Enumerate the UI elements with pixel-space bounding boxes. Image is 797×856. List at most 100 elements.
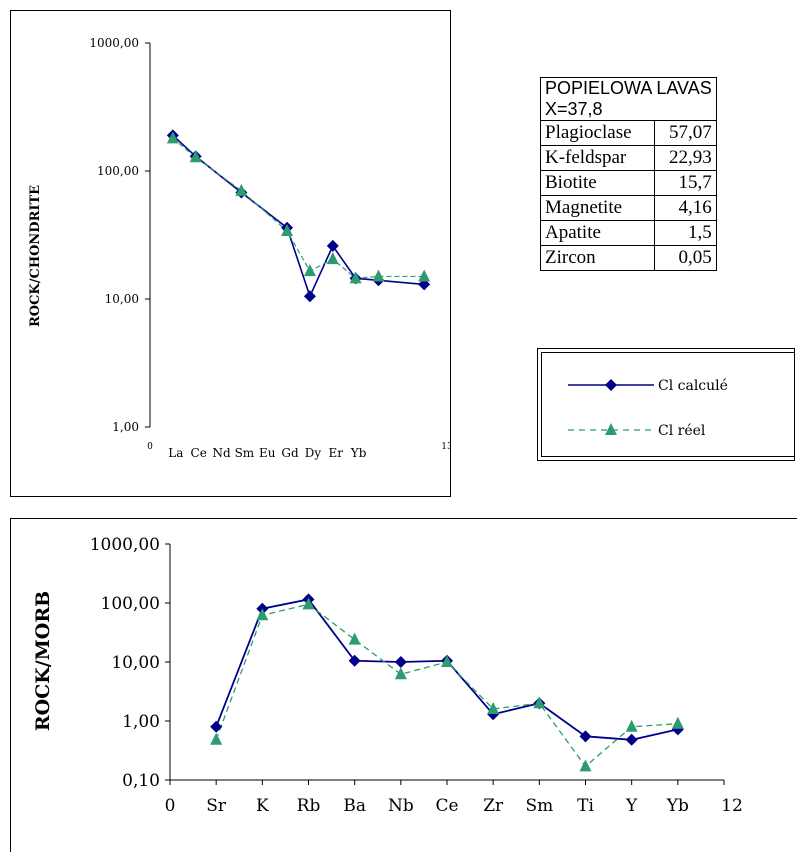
table-row: Zircon 0,05 [540,245,717,271]
series-line [215,603,678,768]
data-point [210,732,223,745]
x-category-label: Ba [343,796,366,816]
mineral-percent: 0,05 [653,245,717,271]
x-category-label: Y [625,796,638,816]
data-point [625,733,638,746]
mineral-percent: 15,7 [653,170,717,196]
data-point [372,269,385,282]
y-tick-label: 1,00 [112,420,139,434]
mineral-name: K-feldspar [540,145,655,171]
table-row: Apatite 1,5 [540,220,717,246]
data-point [671,723,684,736]
data-point [579,730,592,743]
x-category-label: K [256,796,269,816]
data-point [394,667,407,680]
data-point [281,223,294,236]
x-category-label: Eu [259,446,276,460]
y-axis-title: ROCK/MORB [32,591,54,731]
morb-chart-frame: 0,10 1,00 10,00 100,00 1000,00 0 12 Sr K Rb Ba Nb Ce… [10,518,797,852]
x-category-label: Yb [350,446,367,460]
x-category-label: Sm [235,446,255,460]
chondrite-chart-frame: 1,00 10,00 100,00 1000,00 ROCK/CHONDRITE 0 13 L… [10,10,453,497]
x-category-label: Ce [191,446,207,460]
y-tick-label: 10,00 [111,653,160,673]
data-point [256,608,269,621]
y-tick-label: 10,00 [105,292,139,306]
table-title: POPIELOWA LAVAS X=37,8 [540,77,717,121]
x-tick-label: 12 [721,796,743,816]
morb-chart: 0,10 1,00 10,00 100,00 1000,00 0 12 Sr K Rb Ba Nb Ce… [32,535,743,816]
mineral-percent: 4,16 [653,195,717,221]
data-point [166,131,179,144]
legend: Cl calculé Cl réel [537,348,795,461]
data-point [326,239,339,252]
mineral-name: Plagioclase [540,120,655,146]
data-point [533,696,546,709]
data-point [487,701,500,714]
data-point [349,271,362,284]
x-tick-label: 0 [165,796,176,816]
x-category-label: Nd [212,446,231,460]
data-point [579,759,592,772]
legend-marker [605,379,617,391]
y-tick-label: 0,10 [122,771,160,791]
data-point [441,655,453,667]
data-point [189,150,202,163]
data-point [326,252,339,265]
table-row: Magnetite 4,16 [540,195,717,221]
data-point [418,269,431,282]
data-point [303,264,316,277]
x-tick-label: 0 [147,442,153,452]
legend-marker [605,423,617,435]
data-point [671,716,684,729]
x-category-label: Nb [388,796,414,816]
mineral-percent: 57,07 [653,120,717,146]
series-line [172,134,425,299]
x-category-label: Er [329,446,344,460]
legend-label: Cl réel [658,423,706,439]
x-category-label: Dy [305,446,322,460]
mineral-percent: 22,93 [653,145,717,171]
x-category-label: Yb [666,796,689,816]
data-point [348,632,361,645]
mineral-name: Biotite [540,170,655,196]
y-tick-label: 100,00 [101,594,160,614]
data-point [394,656,407,668]
x-category-label: La [168,446,183,460]
table-title-line2: X=37,8 [545,99,603,119]
y-axis-title: ROCK/CHONDRITE [28,185,43,327]
series-line [172,137,425,279]
mineral-percent: 1,5 [653,220,717,246]
x-category-label: Sr [206,796,227,816]
table-title-line1: POPIELOWA LAVAS [545,78,712,98]
data-point [210,720,223,733]
chondrite-chart: 1,00 10,00 100,00 1000,00 ROCK/CHONDRITE 0 13 L… [28,36,453,460]
y-tick-label: 1,00 [122,712,160,732]
legend-graphic: Cl calculé Cl réel [568,378,728,439]
mineral-name: Apatite [540,220,655,246]
data-point [235,183,248,196]
data-point [625,719,638,732]
data-point [302,597,315,610]
y-tick-label: 1000,00 [89,36,139,50]
legend-label: Cl calculé [658,378,728,394]
data-point [348,654,361,667]
x-category-label: Zr [483,796,504,816]
table-row: Plagioclase 57,07 [540,120,717,146]
mineral-name: Zircon [540,245,655,271]
composition-table: POPIELOWA LAVAS X=37,8 Plagioclase 57,07 K… [540,77,717,271]
series-line [215,598,679,741]
x-tick-label: 13 [441,442,450,452]
x-category-label: Sm [525,796,553,816]
data-point [303,290,316,303]
table-row: Biotite 15,7 [540,170,717,196]
y-tick-label: 1000,00 [90,535,160,555]
x-category-label: Ce [435,796,458,816]
y-tick-label: 100,00 [97,164,139,178]
table-title-row: POPIELOWA LAVAS X=37,8 [540,77,717,121]
x-category-label: Gd [281,446,299,460]
table-row: K-feldspar 22,93 [540,145,717,171]
x-category-label: Ti [577,796,594,816]
mineral-name: Magnetite [540,195,655,221]
x-category-label: Rb [297,796,321,816]
